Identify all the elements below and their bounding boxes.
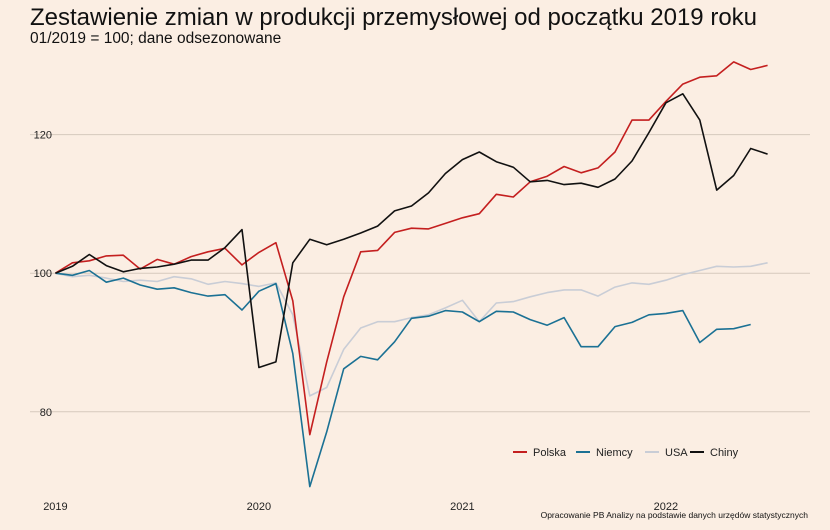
series-line-polska	[54, 61, 768, 436]
legend-label-polska: Polska	[533, 447, 567, 459]
legend-label-chiny: Chiny	[710, 447, 739, 459]
x-tick-label: 2022	[654, 501, 678, 513]
y-tick-label: 80	[40, 407, 52, 419]
y-axis-ticks: 80 100 120	[34, 130, 52, 419]
chart-title: Zestawienie zmian w produkcji przemysłow…	[30, 4, 758, 31]
x-axis-ticks: 2019 2020 2021 2022	[43, 501, 678, 513]
series-line-niemcy	[55, 269, 751, 488]
grid-lines	[30, 134, 810, 413]
source-note: Opracowanie PB Analizy na podstawie dany…	[540, 510, 808, 520]
x-tick-label: 2021	[450, 501, 474, 513]
series-lines	[54, 61, 768, 488]
y-tick-label: 120	[34, 130, 52, 142]
chart-subtitle: 01/2019 = 100; dane odsezonowane	[30, 30, 282, 47]
legend-label-usa: USA	[665, 447, 688, 459]
legend: Polska Niemcy USA Chiny	[513, 447, 739, 459]
legend-label-niemcy: Niemcy	[596, 447, 633, 459]
x-tick-label: 2020	[247, 501, 271, 513]
series-line-chiny	[55, 93, 768, 369]
x-tick-label: 2019	[43, 501, 67, 513]
y-tick-label: 100	[34, 268, 52, 280]
series-line-usa	[55, 262, 768, 397]
